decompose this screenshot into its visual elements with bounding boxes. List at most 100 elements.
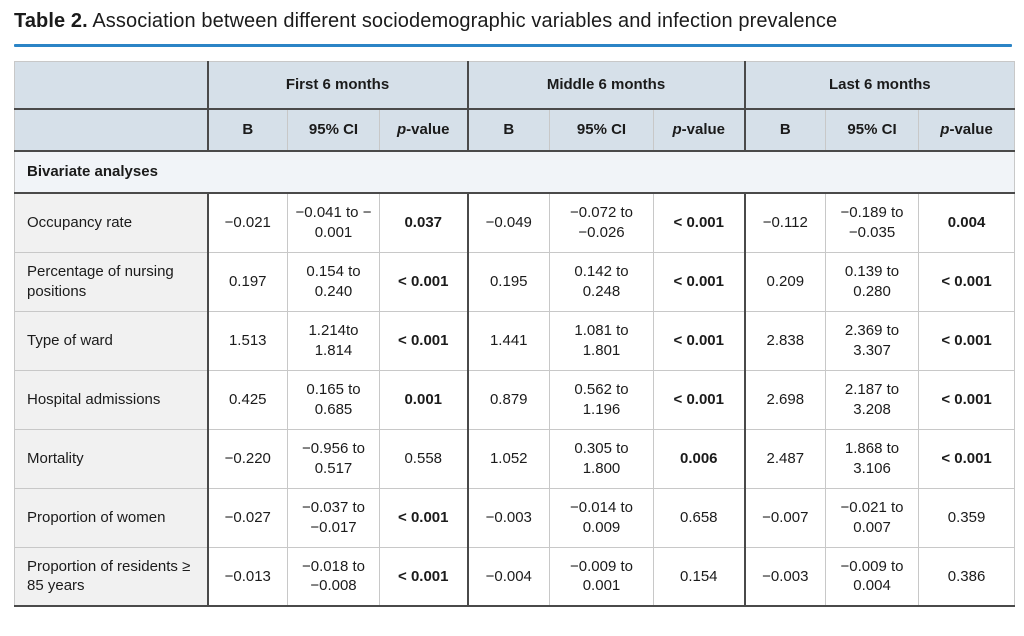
group-header: First 6 months bbox=[206, 61, 468, 110]
ci-value: 0.139 to 0.280 bbox=[825, 251, 920, 312]
group-header: Last 6 months bbox=[743, 61, 1016, 110]
row-label: Hospital admissions bbox=[14, 369, 208, 430]
p-italic: p bbox=[672, 121, 682, 139]
ci-value: −0.009 to 0.004 bbox=[825, 546, 920, 607]
ci-value: 1.081 to 1.801 bbox=[549, 310, 654, 371]
b-value: −0.004 bbox=[466, 546, 550, 607]
b-value: 1.513 bbox=[206, 310, 288, 371]
table-caption: Table 2. Association between different s… bbox=[14, 6, 1012, 44]
subheader-ci: 95% CI bbox=[287, 108, 380, 152]
p-italic: p bbox=[940, 121, 950, 139]
p-value: < 0.001 bbox=[918, 428, 1016, 489]
p-value: 0.004 bbox=[918, 192, 1016, 253]
p-suffix: -value bbox=[681, 121, 726, 139]
ci-value: 0.562 to 1.196 bbox=[549, 369, 654, 430]
ci-value: −0.037 to −0.017 bbox=[287, 487, 380, 548]
table-caption-text: Association between different sociodemog… bbox=[87, 10, 838, 32]
subheader-p-value: p-value bbox=[918, 108, 1016, 152]
p-value: 0.001 bbox=[379, 369, 468, 430]
row-label: Mortality bbox=[14, 428, 208, 489]
empty-header-cell bbox=[14, 61, 208, 110]
b-value: −0.112 bbox=[743, 192, 827, 253]
b-value: 0.197 bbox=[206, 251, 288, 312]
p-suffix: -value bbox=[949, 121, 993, 139]
subheader-ci: 95% CI bbox=[825, 108, 920, 152]
b-value: −0.049 bbox=[466, 192, 550, 253]
page: Table 2. Association between different s… bbox=[13, 6, 1016, 607]
table-row: Proportion of women −0.027 −0.037 to −0.01… bbox=[14, 487, 1016, 548]
table-row: Occupancy rate −0.021 −0.041 to − 0.001 0.0… bbox=[14, 192, 1016, 253]
ci-value: 0.165 to 0.685 bbox=[287, 369, 380, 430]
p-suffix: -value bbox=[406, 121, 450, 139]
b-value: 1.441 bbox=[466, 310, 550, 371]
table-caption-number: Table 2. bbox=[14, 10, 88, 32]
table-row: Hospital admissions 0.425 0.165 to 0.685 0.… bbox=[14, 369, 1016, 430]
p-value: 0.558 bbox=[379, 428, 468, 489]
p-value: < 0.001 bbox=[652, 369, 746, 430]
b-value: −0.220 bbox=[206, 428, 288, 489]
ci-value: −0.009 to 0.001 bbox=[549, 546, 654, 607]
p-value: < 0.001 bbox=[652, 310, 746, 371]
ci-value: 2.187 to 3.208 bbox=[825, 369, 920, 430]
p-value: 0.154 bbox=[652, 546, 746, 607]
b-value: −0.021 bbox=[206, 192, 288, 253]
ci-value: −0.021 to 0.007 bbox=[825, 487, 920, 548]
b-value: −0.027 bbox=[206, 487, 288, 548]
p-value: < 0.001 bbox=[652, 192, 746, 253]
b-value: 0.209 bbox=[743, 251, 827, 312]
row-label: Type of ward bbox=[14, 310, 208, 371]
subheader-row: B 95% CI p-value B 95% CI p-value B 95% … bbox=[14, 108, 1016, 152]
b-value: 0.425 bbox=[206, 369, 288, 430]
p-value: 0.658 bbox=[652, 487, 746, 548]
table-row: Type of ward 1.513 1.214to 1.814 < 0.001 1.4… bbox=[14, 310, 1016, 371]
ci-value: 0.154 to 0.240 bbox=[287, 251, 380, 312]
p-value: < 0.001 bbox=[918, 369, 1016, 430]
b-value: −0.003 bbox=[466, 487, 550, 548]
p-value: < 0.001 bbox=[918, 310, 1016, 371]
p-value: < 0.001 bbox=[379, 310, 468, 371]
subheader-b: B bbox=[743, 108, 827, 152]
association-table: First 6 months Middle 6 months Last 6 mo… bbox=[13, 61, 1016, 607]
ci-value: −0.014 to 0.009 bbox=[549, 487, 654, 548]
group-header-row: First 6 months Middle 6 months Last 6 mo… bbox=[14, 61, 1016, 110]
table-row: Proportion of residents ≥ 85 years −0.013… bbox=[14, 546, 1016, 607]
b-value: 0.195 bbox=[466, 251, 550, 312]
row-label: Proportion of women bbox=[14, 487, 208, 548]
accent-rule bbox=[14, 44, 1012, 47]
subheader-ci: 95% CI bbox=[549, 108, 654, 152]
p-value: 0.037 bbox=[379, 192, 468, 253]
p-value: < 0.001 bbox=[379, 487, 468, 548]
section-header-row: Bivariate analyses bbox=[13, 150, 1016, 194]
ci-value: −0.956 to 0.517 bbox=[287, 428, 380, 489]
ci-value: −0.072 to −0.026 bbox=[549, 192, 654, 253]
b-value: 1.052 bbox=[466, 428, 550, 489]
p-value: 0.386 bbox=[918, 546, 1016, 607]
p-value: < 0.001 bbox=[379, 546, 468, 607]
p-value: < 0.001 bbox=[918, 251, 1016, 312]
ci-value: 1.214to 1.814 bbox=[287, 310, 380, 371]
b-value: −0.003 bbox=[743, 546, 827, 607]
p-italic: p bbox=[396, 121, 407, 139]
group-header: Middle 6 months bbox=[466, 61, 746, 110]
ci-value: −0.018 to −0.008 bbox=[287, 546, 380, 607]
table-row: Percentage of nursing positions 0.197 0.15… bbox=[14, 251, 1016, 312]
subheader-p-value: p-value bbox=[652, 108, 746, 152]
section-header: Bivariate analyses bbox=[13, 150, 1016, 194]
subheader-b: B bbox=[466, 108, 550, 152]
b-value: 2.838 bbox=[743, 310, 827, 371]
table-row: Mortality −0.220 −0.956 to 0.517 0.558 1.052… bbox=[14, 428, 1016, 489]
ci-value: 1.868 to 3.106 bbox=[825, 428, 920, 489]
p-value: 0.006 bbox=[652, 428, 746, 489]
p-value: < 0.001 bbox=[652, 251, 746, 312]
row-label: Proportion of residents ≥ 85 years bbox=[14, 546, 208, 607]
row-label: Percentage of nursing positions bbox=[14, 251, 208, 312]
ci-value: 0.305 to 1.800 bbox=[549, 428, 654, 489]
ci-value: 0.142 to 0.248 bbox=[549, 251, 654, 312]
p-value: 0.359 bbox=[918, 487, 1016, 548]
ci-value: −0.189 to −0.035 bbox=[825, 192, 920, 253]
subheader-b: B bbox=[206, 108, 288, 152]
b-value: −0.007 bbox=[743, 487, 827, 548]
ci-value: 2.369 to 3.307 bbox=[825, 310, 920, 371]
row-label: Occupancy rate bbox=[14, 192, 208, 253]
b-value: 0.879 bbox=[466, 369, 550, 430]
